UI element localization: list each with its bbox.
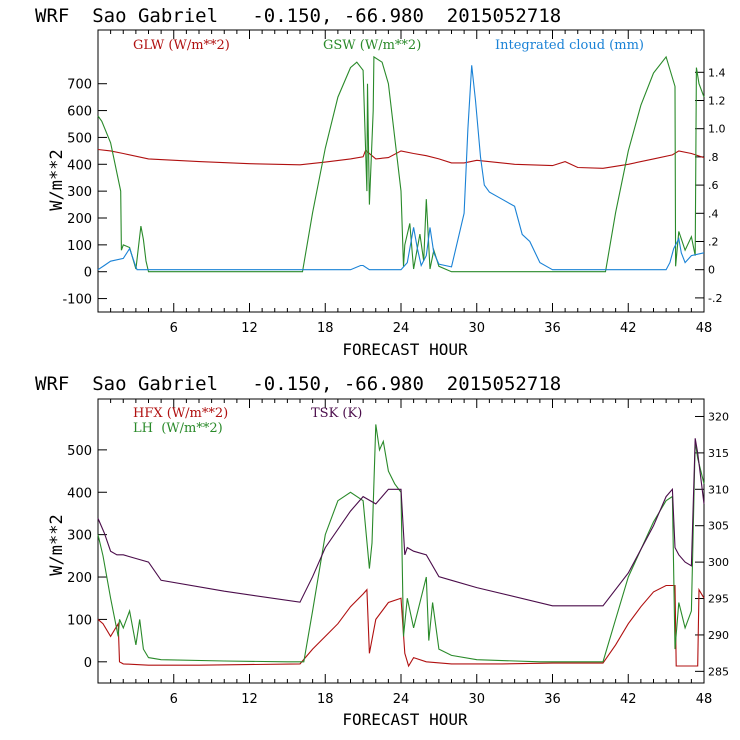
top-y2-tick-label: .2 bbox=[708, 236, 719, 249]
bottom-y-tick-label: 400 bbox=[67, 486, 92, 501]
top-y-tick-label: 500 bbox=[67, 131, 92, 146]
bottom-y-tick-label: 300 bbox=[67, 529, 92, 544]
bottom-y-tick-label: 500 bbox=[67, 444, 92, 459]
bottom-x-tick-label: 30 bbox=[468, 692, 485, 707]
bottom-x-tick-label: 6 bbox=[170, 692, 178, 707]
top-x-tick-label: 24 bbox=[393, 321, 410, 336]
top-series bbox=[97, 55, 705, 273]
bottom-x-tick-label: 12 bbox=[241, 692, 258, 707]
top-y-tick-label: 700 bbox=[67, 78, 92, 93]
bottom-legend-hfx: HFX (W/m**2) bbox=[133, 406, 228, 421]
panel-top: WRF Sao Gabriel -0.150, -66.980 20150527… bbox=[35, 5, 726, 359]
top-x-tick-label: 6 bbox=[170, 321, 178, 336]
top-x-tick-label: 36 bbox=[544, 321, 561, 336]
top-y-tick-label: 0 bbox=[84, 266, 92, 281]
bottom-x-tick-label: 48 bbox=[696, 692, 713, 707]
panel-bottom: WRF Sao Gabriel -0.150, -66.980 20150527… bbox=[35, 373, 729, 729]
top-x-tick-label: 18 bbox=[317, 321, 334, 336]
bottom-series-hfx-line bbox=[97, 584, 705, 668]
bottom-legend-tsk: TSK (K) bbox=[311, 406, 362, 421]
top-x-tick-label: 48 bbox=[696, 321, 713, 336]
top-series-glw-line bbox=[97, 148, 705, 169]
top-x-tick-label: 42 bbox=[620, 321, 637, 336]
bottom-series bbox=[97, 424, 705, 668]
top-y-tick-label: 300 bbox=[67, 185, 92, 200]
bottom-x-tick-label: 36 bbox=[544, 692, 561, 707]
top-y-axis-label: W/m**2 bbox=[47, 149, 67, 210]
top-x-axis-label: FORECAST HOUR bbox=[342, 340, 468, 359]
bottom-y2-tick-label: 290 bbox=[708, 629, 729, 642]
top-legend-gsw: GSW (W/m**2) bbox=[323, 38, 421, 53]
bottom-legend-lh: LH (W/m**2) bbox=[133, 421, 223, 436]
top-legend-glw: GLW (W/m**2) bbox=[133, 38, 230, 53]
top-y2-tick-label: 1.0 bbox=[708, 123, 726, 136]
bottom-x-tick-label: 42 bbox=[620, 692, 637, 707]
top-y-tick-label: 200 bbox=[67, 212, 92, 227]
bottom-y-tick-label: 200 bbox=[67, 571, 92, 586]
bottom-series-lh-line bbox=[97, 424, 705, 663]
top-y-tick-label: 600 bbox=[67, 105, 92, 120]
bottom-y-tick-label: 100 bbox=[67, 613, 92, 628]
top-series-gsw-line bbox=[97, 55, 705, 273]
bottom-axes: 6 12 18 24 30 36 42 48 0 100 200 300 400 500 285 290 295… bbox=[67, 399, 729, 707]
top-chart-title: WRF Sao Gabriel -0.150, -66.980 20150527… bbox=[35, 5, 561, 27]
bottom-x-axis-label: FORECAST HOUR bbox=[342, 710, 468, 729]
top-y-tick-label: 100 bbox=[67, 239, 92, 254]
bottom-y2-tick-label: 320 bbox=[708, 410, 729, 423]
top-y2-tick-label: 1.2 bbox=[708, 95, 726, 108]
top-y2-tick-label: 0 bbox=[708, 264, 715, 277]
bottom-plot-frame bbox=[97, 398, 705, 684]
bottom-y2-tick-label: 285 bbox=[708, 665, 729, 678]
top-y2-tick-label: 1.4 bbox=[708, 66, 726, 79]
bottom-y2-tick-label: 310 bbox=[708, 483, 729, 496]
top-axes: 6 12 18 24 30 36 42 48 -100 0 100 200 300 400 500 600 70… bbox=[62, 30, 726, 336]
top-x-tick-label: 12 bbox=[241, 321, 258, 336]
bottom-chart-title: WRF Sao Gabriel -0.150, -66.980 20150527… bbox=[35, 373, 561, 395]
bottom-y-tick-label: 0 bbox=[84, 656, 92, 671]
bottom-y2-tick-label: 315 bbox=[708, 447, 729, 460]
top-y2-tick-label: -.2 bbox=[708, 292, 722, 305]
top-y2-tick-label: .8 bbox=[708, 151, 719, 164]
bottom-y2-tick-label: 305 bbox=[708, 520, 729, 533]
bottom-y2-tick-label: 300 bbox=[708, 556, 729, 569]
bottom-x-tick-label: 18 bbox=[317, 692, 334, 707]
top-y-tick-label: -100 bbox=[62, 293, 92, 308]
top-y2-tick-label: .4 bbox=[708, 207, 719, 220]
top-x-tick-label: 30 bbox=[468, 321, 485, 336]
bottom-series-tsk-line bbox=[97, 438, 705, 607]
bottom-y-axis-label: W/m**2 bbox=[47, 514, 67, 575]
top-series-integrated-line bbox=[97, 65, 705, 271]
top-y-tick-label: 400 bbox=[67, 158, 92, 173]
bottom-x-tick-label: 24 bbox=[393, 692, 410, 707]
bottom-y2-tick-label: 295 bbox=[708, 593, 729, 606]
top-y2-tick-label: .6 bbox=[708, 179, 719, 192]
top-legend-cloud: Integrated cloud (mm) bbox=[495, 38, 644, 53]
